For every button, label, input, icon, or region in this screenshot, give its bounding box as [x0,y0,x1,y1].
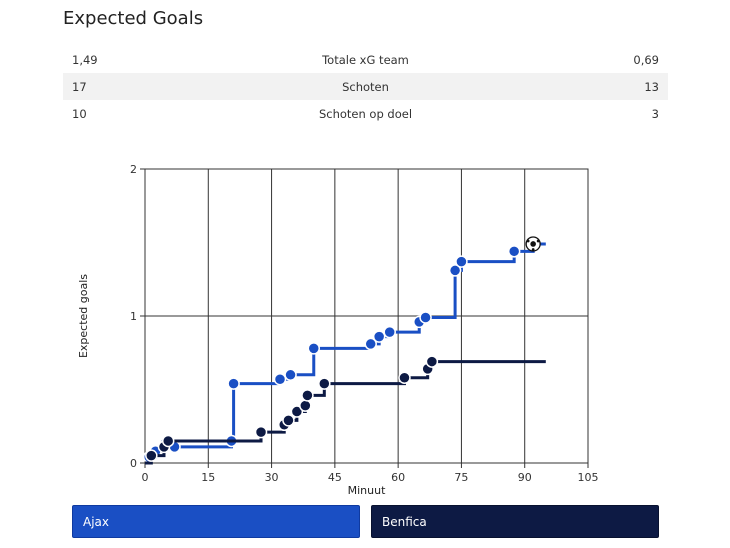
page-title: Expected Goals [63,8,204,29]
x-tick-label: 105 [578,471,599,484]
shot-point-benfica [301,389,314,402]
shot-point-benfica [318,377,331,390]
chart-series [142,236,546,465]
x-tick-label: 90 [518,471,532,484]
x-tick-label: 15 [201,471,215,484]
stat-home-value: 10 [72,106,87,121]
goal-ball-patch [536,239,540,243]
x-tick-label: 75 [454,471,468,484]
stat-away-value: 0,69 [633,52,659,67]
shot-point-ajax [507,245,521,258]
stat-away-value: 3 [651,106,659,121]
x-tick-label: 45 [328,471,342,484]
y-tick-label: 2 [130,163,137,176]
stat-label: Schoten [342,79,389,94]
shot-point-ajax [364,337,377,351]
y-tick-label: 0 [130,457,137,470]
stat-row-xg: 1,49 Totale xG team 0,69 [63,46,668,73]
shot-point-benfica [282,414,295,427]
shot-point-benfica [254,425,268,439]
shot-point-benfica [145,449,158,462]
shot-point-ajax [284,368,297,382]
shot-point-benfica [161,434,175,448]
chart-grid [144,168,589,464]
shot-point-ajax [227,377,240,390]
stat-label: Totale xG team [322,52,409,67]
x-tick-label: 60 [391,471,405,484]
chart-axes: 0 15 30 45 60 75 90 105 0 1 2 Minuut Expected goals [77,163,599,497]
shot-point-ajax [273,372,287,386]
goal-marker-ball-icon [525,236,541,252]
stat-away-value: 13 [644,79,659,94]
stat-home-value: 17 [72,79,87,94]
stat-row-shots: 17 Schoten 13 [63,73,668,100]
legend-away-button[interactable]: Benfica [371,505,659,538]
shot-point-benfica [425,355,439,368]
stats-table: 1,49 Totale xG team 0,69 17 Schoten 13 1… [63,46,668,127]
stat-label: Schoten op doel [318,106,413,121]
stat-row-shots-on-target: 10 Schoten op doel 3 [63,100,668,127]
series-line-ajax [145,242,546,465]
y-tick-label: 1 [130,310,137,323]
legend-home-button[interactable]: Ajax [72,505,360,538]
shot-point-ajax [455,255,468,268]
shot-point-ajax [448,264,462,277]
goal-ball-patch [526,239,530,243]
goal-ball-center [530,241,536,247]
x-axis-label: Minuut [348,484,386,497]
x-tick-label: 30 [265,471,279,484]
shot-point-ajax [419,311,432,324]
shot-point-ajax [372,330,386,343]
shot-point-benfica [299,399,312,412]
shot-point-benfica [290,405,304,418]
y-axis-label: Expected goals [77,274,90,358]
goal-ball-patch [531,248,535,251]
shot-point-ajax [307,342,321,355]
shot-point-benfica [398,371,411,384]
shot-point-ajax [383,325,396,339]
x-tick-label: 0 [142,471,149,484]
stat-home-value: 1,49 [72,52,98,67]
